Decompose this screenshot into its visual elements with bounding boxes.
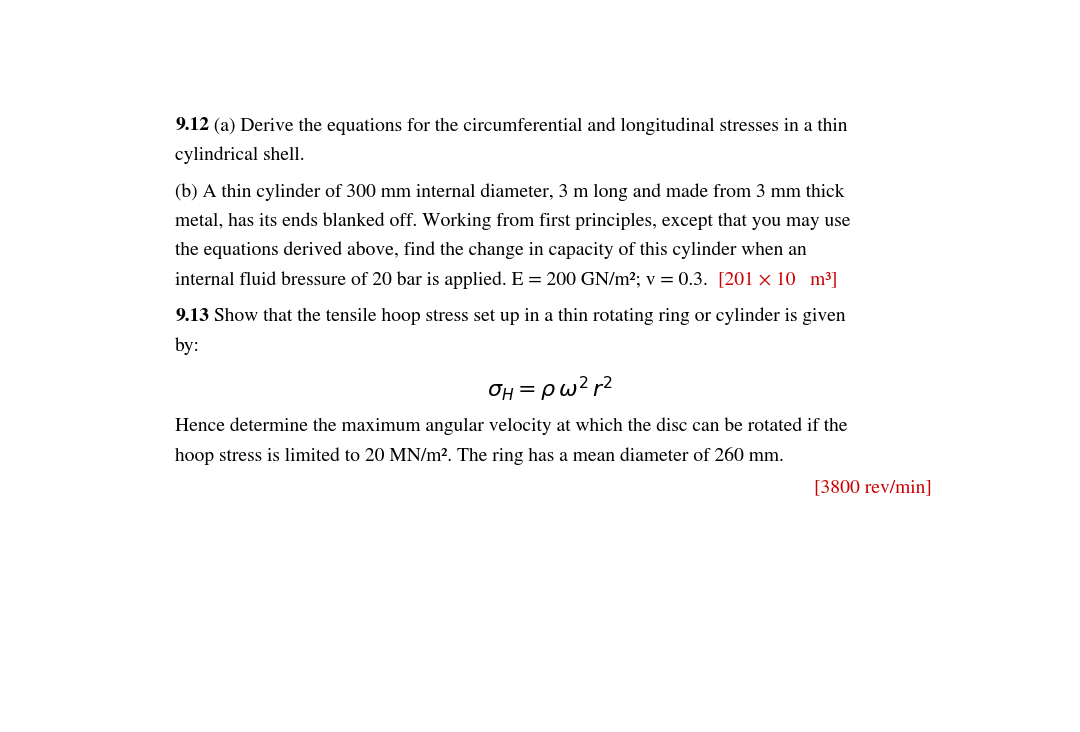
- Text: 9.12: 9.12: [175, 117, 210, 134]
- Text: (b) A thin cylinder of 300 mm internal diameter, 3 m long and made from 3 mm thi: (b) A thin cylinder of 300 mm internal d…: [175, 183, 845, 201]
- Text: $\mathit{\sigma}_H = \rho \, \omega^2 \, r^2$: $\mathit{\sigma}_H = \rho \, \omega^2 \,…: [486, 376, 612, 405]
- Text: (a) Derive the equations for the circumferential and longitudinal stresses in a : (a) Derive the equations for the circumf…: [210, 117, 848, 135]
- Text: [201 × 10⁻⁶ m³]: [201 × 10⁻⁶ m³]: [718, 271, 837, 288]
- Text: hoop stress is limited to 20 MN/m². The ring has a mean diameter of 260 mm.: hoop stress is limited to 20 MN/m². The …: [175, 447, 784, 465]
- Text: by:: by:: [175, 337, 200, 354]
- Text: Hence determine the maximum angular velocity at which the disc can be rotated if: Hence determine the maximum angular velo…: [175, 417, 848, 436]
- Text: [3800 rev/min]: [3800 rev/min]: [814, 479, 932, 497]
- Text: internal fluid bressure of 20 bar is applied. E = 200 GN/m²; v = 0.3.: internal fluid bressure of 20 bar is app…: [175, 271, 718, 288]
- Text: the equations derived above, find the change in capacity of this cylinder when a: the equations derived above, find the ch…: [175, 242, 807, 259]
- Text: metal, has its ends blanked off. Working from first principles, except that you : metal, has its ends blanked off. Working…: [175, 212, 851, 230]
- Text: Show that the tensile hoop stress set up in a thin rotating ring or cylinder is : Show that the tensile hoop stress set up…: [210, 307, 846, 325]
- Text: 9.13: 9.13: [175, 307, 210, 325]
- Text: cylindrical shell.: cylindrical shell.: [175, 146, 305, 164]
